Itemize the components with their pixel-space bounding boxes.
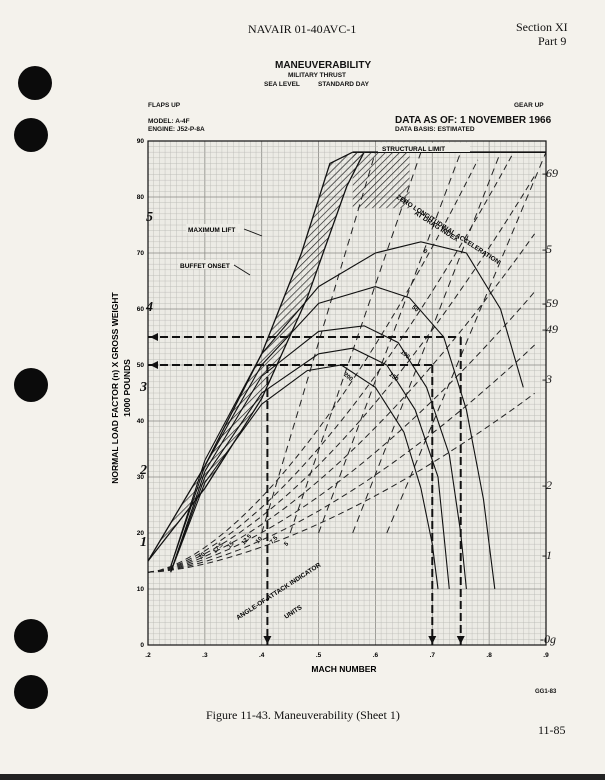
drag-index-label: 200 (342, 372, 354, 383)
label-backdrop (378, 143, 470, 152)
section-label: Section XI (516, 20, 568, 34)
accel-line (318, 152, 462, 534)
handwritten-mark: -0g (540, 632, 556, 646)
gear-label: GEAR UP (514, 102, 544, 109)
page-number: 11-85 (538, 723, 566, 737)
label-backdrop (186, 224, 244, 233)
drag-index-label: 100 (399, 350, 411, 361)
arrowhead (263, 636, 272, 644)
flaps-label: FLAPS UP (148, 102, 181, 109)
data-basis: DATA BASIS: ESTIMATED (395, 126, 475, 133)
x-tick-label: .9 (543, 652, 549, 659)
aoa-line (147, 291, 535, 573)
y-tick-label: 30 (137, 474, 145, 481)
binder-hole (14, 368, 48, 402)
y-axis-label: NORMAL LOAD FACTOR (n) X GROSS WEIGHT (110, 291, 120, 483)
handwritten-mark: -49 (542, 322, 558, 336)
y-tick-label: 90 (137, 138, 145, 145)
drag-index-label: 0 (422, 249, 429, 256)
leader-line (243, 228, 263, 237)
x-tick-label: .6 (373, 652, 379, 659)
chart-subtitle: MILITARY THRUST (288, 72, 347, 79)
handwritten-mark: -2 (542, 478, 552, 492)
handwritten-mark: -5 (542, 242, 552, 256)
handwritten-mark: -1 (542, 548, 552, 562)
y-tick-label: 50 (137, 362, 145, 369)
x-tick-label: .2 (145, 652, 151, 659)
maximum-lift-line (147, 151, 353, 562)
handwritten-mark: -69 (542, 166, 558, 180)
y-tick-label: 20 (137, 530, 145, 537)
structural-limit-hatch (352, 152, 410, 209)
binder-hole (18, 66, 52, 100)
drag-index-curve (170, 241, 524, 567)
buffet-onset-label: BUFFET ONSET (180, 263, 230, 270)
drag-index-curve (170, 325, 467, 590)
drag-index-curve (170, 286, 496, 590)
scan-edge (0, 774, 605, 780)
aoa-line (147, 392, 535, 573)
aoa-label: 10 (255, 536, 264, 545)
structural-limit-label: STRUCTURAL LIMIT (382, 146, 445, 153)
drag-index-label: 150 (388, 372, 400, 383)
chart-condition: STANDARD DAY (318, 81, 369, 88)
maximum-lift-label: MAXIMUM LIFT (188, 227, 235, 234)
figure-caption: Figure 11-43. Maneuverability (Sheet 1) (206, 708, 400, 722)
y-tick-label: 0 (140, 642, 144, 649)
label-backdrop (178, 260, 234, 269)
model-label: MODEL: A-4F (148, 118, 190, 125)
part-label: Part 9 (538, 34, 567, 48)
engine-label: ENGINE: J52-P-8A (148, 126, 205, 133)
figure-code: GG1-83 (535, 689, 557, 695)
x-tick-label: .7 (430, 652, 436, 659)
arrowhead (456, 636, 465, 644)
aoa-label: 7.5 (269, 535, 279, 546)
aoa-line (147, 155, 513, 573)
arrowhead (428, 636, 437, 644)
chart-title: MANEUVERABILITY (275, 60, 372, 71)
accel-line (386, 152, 547, 534)
handwritten-mark: -3 (542, 372, 552, 386)
handwritten-mark: 2 (140, 463, 147, 478)
buffet-band (148, 152, 365, 561)
accel-line (261, 152, 376, 534)
chart-condition: SEA LEVEL (264, 81, 300, 88)
aoa-label: 15 (227, 540, 236, 549)
y-tick-label: 40 (137, 418, 145, 425)
doc-id: NAVAIR 01-40AVC-1 (248, 22, 357, 36)
x-tick-label: .8 (486, 652, 492, 659)
arrowhead (150, 361, 158, 369)
x-tick-label: .4 (259, 652, 265, 659)
x-axis-label: MACH NUMBER (311, 664, 376, 674)
arrowhead (150, 333, 158, 341)
handwritten-mark: -59 (542, 296, 558, 310)
handwritten-mark: 3 (140, 380, 147, 395)
y-tick-label: 60 (137, 306, 145, 313)
leader-line (233, 264, 251, 276)
aoa-line (147, 344, 535, 573)
drag-index-label: 50 (410, 305, 419, 314)
x-tick-label: .5 (316, 652, 322, 659)
handwritten-mark: 5 (146, 210, 153, 225)
binder-hole (14, 619, 48, 653)
handwritten-mark: 1 (140, 535, 147, 550)
y-tick-label: 10 (137, 586, 145, 593)
aoa-line (147, 159, 479, 573)
data-as-of: DATA AS OF: 1 NOVEMBER 1966 (395, 115, 552, 126)
y-axis-label-units: 1000 POUNDS (122, 359, 132, 417)
drag-index-curve (170, 364, 439, 590)
accel-line (352, 152, 501, 534)
y-tick-label: 80 (137, 194, 145, 201)
aoa-label: 20 (198, 551, 207, 560)
y-tick-label: 70 (137, 250, 145, 257)
binder-hole (14, 675, 48, 709)
drag-index-curve (170, 347, 450, 590)
handwritten-mark: 4 (146, 300, 153, 315)
aoa-label: 5 (283, 541, 290, 548)
binder-hole (14, 118, 48, 152)
x-tick-label: .3 (202, 652, 208, 659)
